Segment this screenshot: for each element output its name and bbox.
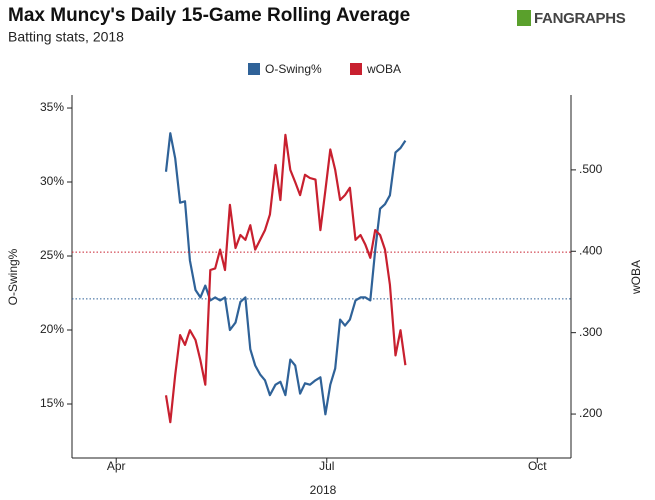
legend-label: O-Swing% [265,62,322,76]
y2-axis-label: wOBA [629,260,643,295]
y2-tick-label: .300 [579,325,603,339]
series-line [164,133,407,424]
legend-swatch [350,63,362,75]
y2-tick-label: .200 [579,406,603,420]
chart-title: Max Muncy's Daily 15-Game Rolling Averag… [8,5,410,26]
y-tick-label: 30% [40,174,64,188]
legend-swatch [248,63,260,75]
x-axis-label: 2018 [310,483,337,497]
logo: FANGRAPHS [517,10,626,27]
logo-icon [517,10,531,26]
y-tick-label: 25% [40,248,64,262]
y-tick-label: 35% [40,100,64,114]
logo-text: FANGRAPHS [534,10,626,27]
y-axis-label: O-Swing% [6,248,20,305]
y-tick-label: 20% [40,322,64,336]
y-tick-label: 15% [40,396,64,410]
y2-tick-label: .500 [579,162,603,176]
y2-tick-label: .400 [579,243,603,257]
chart-subtitle: Batting stats, 2018 [8,29,124,45]
series-line [164,132,407,416]
x-tick-label: Apr [107,459,126,473]
legend-label: wOBA [366,62,401,76]
x-tick-label: Jul [319,459,334,473]
x-tick-label: Oct [528,459,547,473]
